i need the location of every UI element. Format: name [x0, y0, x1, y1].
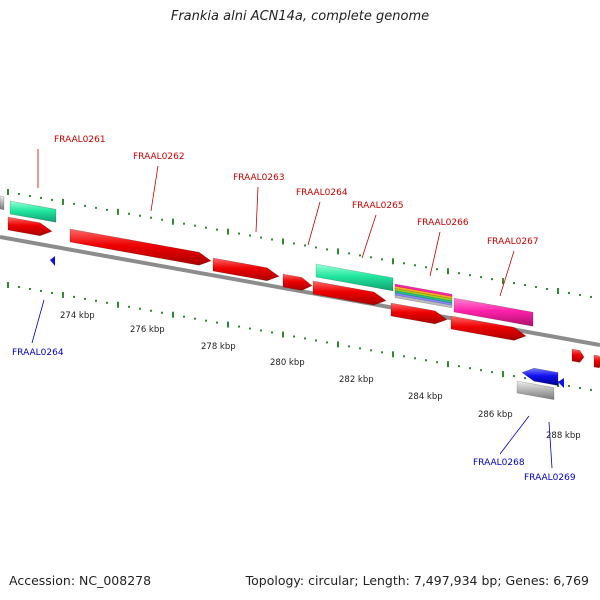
genome-summary-text: Topology: circular; Length: 7,497,934 bp…	[245, 573, 589, 588]
reverse-gene-label: FRAAL0268	[473, 458, 525, 468]
label-leader-line	[499, 415, 530, 455]
axis-kbp-label: 282 kbp	[339, 375, 374, 385]
axis-kbp-label: 274 kbp	[60, 311, 95, 321]
forward-gene-label: FRAAL0265	[352, 201, 404, 211]
reverse-gene-label: FRAAL0269	[524, 473, 576, 483]
forward-gene-label: FRAAL0266	[417, 218, 469, 228]
label-leader-line	[150, 165, 159, 212]
cds-arrow	[312, 280, 387, 306]
cds-arrow	[69, 228, 212, 266]
cds-arrow	[593, 354, 600, 369]
label-leader-line	[429, 231, 441, 277]
gene-feature	[9, 200, 57, 223]
axis-kbp-label: 288 kbp	[546, 431, 581, 441]
label-leader-line	[255, 186, 259, 233]
reverse-gene-arrow	[558, 378, 564, 388]
gene-feature	[0, 195, 5, 211]
forward-gene-label: FRAAL0261	[54, 135, 106, 145]
cds-arrow	[571, 348, 585, 363]
label-leader-line	[548, 421, 553, 469]
labels: 274 kbp 276 kbp 278 kbp 280 kbp 282 kbp 284 k…	[12, 135, 581, 483]
forward-gene-label: FRAAL0262	[133, 152, 185, 162]
cds-arrow	[390, 302, 448, 325]
cds-arrow	[282, 273, 313, 291]
striped-feature-band	[394, 294, 453, 309]
reverse-gene-label: FRAAL0264	[12, 348, 64, 358]
accession-text: Accession: NC_008278	[9, 573, 152, 588]
label-leader-line	[307, 201, 321, 246]
cds-arrow	[212, 257, 280, 282]
gene-feature	[516, 380, 555, 401]
reverse-gene-arrow	[521, 367, 559, 386]
axis-kbp-label: 286 kbp	[478, 410, 513, 420]
cds-arrow	[7, 216, 53, 237]
axis-kbp-label: 284 kbp	[408, 392, 443, 402]
label-leader-line	[499, 250, 515, 297]
cds-arrow	[450, 315, 527, 341]
reverse-gene-arrow	[50, 256, 55, 266]
features	[0, 195, 600, 401]
forward-gene-label: FRAAL0263	[233, 173, 285, 183]
gene-feature	[315, 263, 394, 292]
forward-gene-label: FRAAL0264	[296, 188, 348, 198]
axis-kbp-label: 280 kbp	[270, 358, 305, 368]
axis-kbp-label: 276 kbp	[130, 325, 165, 335]
axis-kbp-label: 278 kbp	[201, 342, 236, 352]
gene-feature	[453, 297, 534, 327]
label-leader-line	[361, 214, 377, 259]
map-title: Frankia alni ACN14a, complete genome	[170, 9, 430, 24]
label-leader-line	[31, 299, 45, 344]
forward-gene-label: FRAAL0267	[487, 237, 539, 247]
tick-marks	[7, 189, 592, 391]
